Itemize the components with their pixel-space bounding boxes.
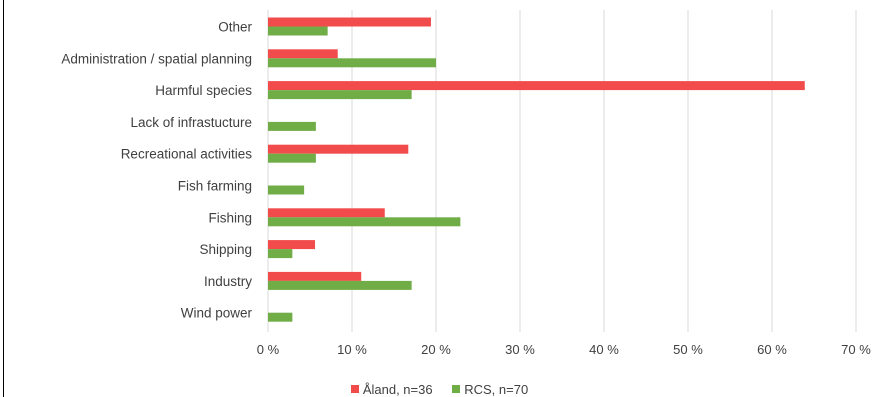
- category-label: Harmful species: [155, 83, 252, 98]
- bars: [268, 17, 805, 322]
- bar-rcs: [268, 121, 316, 131]
- x-tick-label: 50 %: [673, 342, 703, 357]
- x-tick-label: 10 %: [337, 342, 367, 357]
- category-label: Other: [218, 20, 252, 35]
- bar-aland: [268, 144, 409, 154]
- bar-rcs: [268, 153, 316, 163]
- category-label: Administration / spatial planning: [61, 51, 252, 66]
- legend-swatch-aland: [350, 385, 359, 393]
- legend-swatch-rcs: [452, 385, 461, 393]
- x-tick-label: 40 %: [589, 342, 619, 357]
- legend-label-rcs: RCS, n=70: [464, 381, 529, 397]
- legend-label-aland: Åland, n=36: [362, 381, 433, 397]
- bar-aland: [268, 17, 431, 27]
- bar-rcs: [268, 280, 412, 290]
- category-label: Fish farming: [178, 179, 252, 194]
- category-label: Fishing: [208, 210, 252, 225]
- bar-aland: [268, 49, 338, 59]
- category-label: Wind power: [181, 306, 253, 321]
- bar-aland: [268, 240, 316, 250]
- x-tick-labels: 0 % 10 % 20 % 30 % 40 % 50 % 60 % 70 %: [257, 342, 871, 357]
- legend: Åland, n=36 RCS, n=70: [0, 381, 879, 397]
- bar-rcs: [268, 58, 436, 68]
- legend-item-aland: Åland, n=36: [350, 381, 433, 397]
- x-tick-label: 30 %: [505, 342, 535, 357]
- x-tick-label: 60 %: [757, 342, 787, 357]
- x-tick-label: 0 %: [257, 342, 280, 357]
- bar-rcs: [268, 312, 293, 322]
- category-label: Shipping: [199, 242, 252, 257]
- bar-rcs: [268, 185, 305, 195]
- bar-rcs: [268, 26, 328, 36]
- category-label: Lack of infrastucture: [130, 115, 252, 130]
- bar-rcs: [268, 249, 293, 259]
- bar-aland: [268, 81, 805, 91]
- category-labels: Other Administration / spatial planning Ha…: [61, 20, 252, 321]
- bar-chart: Other Administration / spatial planning Ha…: [61, 10, 871, 357]
- category-label: Recreational activities: [121, 147, 253, 162]
- bar-aland: [268, 208, 385, 218]
- x-tick-label: 70 %: [841, 342, 871, 357]
- bar-aland: [268, 271, 362, 281]
- legend-item-rcs: RCS, n=70: [452, 382, 528, 397]
- bar-rcs: [268, 217, 461, 227]
- x-tick-label: 20 %: [421, 342, 451, 357]
- window-edge-line: [3, 0, 4, 397]
- category-label: Industry: [204, 274, 252, 289]
- bar-rcs: [268, 90, 412, 100]
